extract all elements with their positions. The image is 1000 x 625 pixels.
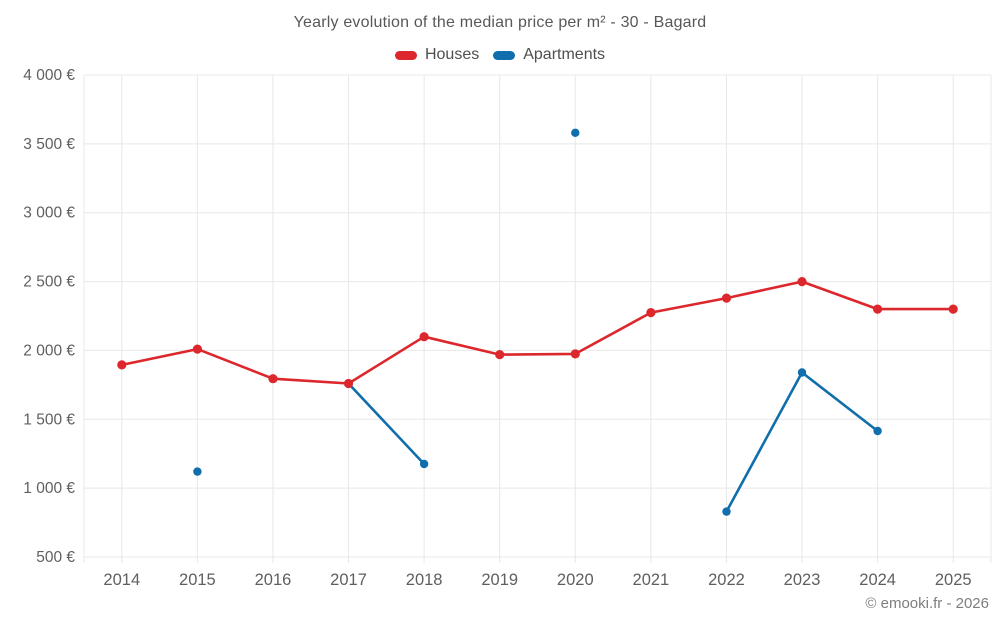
houses-point-2019[interactable] [495, 350, 505, 360]
legend-item-houses[interactable]: Houses [394, 46, 480, 64]
legend: Houses Apartments [0, 46, 1000, 64]
houses-line [120, 280, 955, 385]
x-tick-label: 2017 [330, 571, 367, 589]
y-tick-label: 1 500 € [23, 411, 75, 428]
apartments-point-2018[interactable] [419, 459, 429, 469]
legend-swatch-apartments [493, 50, 516, 60]
x-tick-label: 2024 [859, 571, 896, 589]
apartments-point-2015[interactable] [193, 467, 202, 476]
legend-item-apartments[interactable]: Apartments [493, 46, 605, 64]
apartments-point-2020[interactable] [571, 128, 580, 137]
y-tick-label: 4 000 € [23, 67, 75, 84]
houses-point-2015[interactable] [192, 344, 202, 354]
y-tick-label: 3 500 € [23, 136, 75, 153]
y-tick-label: 2 500 € [23, 274, 75, 291]
apartments-point-2023[interactable] [797, 368, 807, 377]
x-tick-label: 2019 [481, 571, 518, 589]
x-tick-label: 2023 [784, 571, 821, 589]
footer-credit: © emooki.fr - 2026 [865, 595, 989, 612]
houses-point-2016[interactable] [268, 374, 278, 384]
houses-point-2025[interactable] [948, 304, 958, 314]
x-tick-label: 2016 [255, 571, 292, 589]
apartments-line [347, 382, 426, 466]
x-tick-label: 2014 [103, 571, 140, 589]
y-tick-label: 3 000 € [23, 205, 75, 222]
houses-point-2020[interactable] [570, 349, 580, 359]
houses-point-2014[interactable] [117, 360, 127, 370]
x-tick-label: 2025 [935, 571, 972, 589]
houses-point-2021[interactable] [646, 308, 656, 318]
y-tick-label: 500 € [36, 549, 75, 566]
x-tick-label: 2018 [406, 571, 443, 589]
houses-point-2024[interactable] [873, 304, 883, 314]
apartments-point-2022[interactable] [722, 507, 731, 516]
y-tick-label: 1 000 € [23, 480, 75, 497]
chart-title: Yearly evolution of the median price per… [293, 14, 707, 31]
legend-label: Houses [424, 46, 480, 63]
houses-point-2023[interactable] [797, 277, 807, 287]
houses-point-2017[interactable] [343, 378, 354, 389]
legend-label: Apartments [523, 46, 606, 63]
houses-point-2018[interactable] [419, 332, 429, 342]
apartments-point-2024[interactable] [873, 426, 882, 436]
legend-swatch-houses [394, 50, 417, 60]
x-tick-label: 2015 [179, 571, 216, 589]
x-tick-label: 2022 [708, 571, 745, 589]
x-tick-label: 2021 [633, 571, 670, 589]
y-tick-label: 2 000 € [23, 342, 75, 359]
x-tick-label: 2020 [557, 571, 594, 589]
houses-point-2022[interactable] [721, 293, 732, 303]
